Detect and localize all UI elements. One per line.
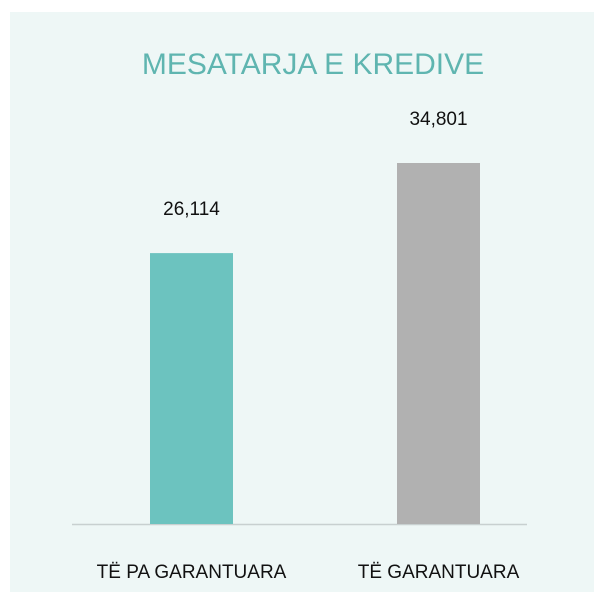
bar [150, 253, 233, 524]
x-tick-label: TË PA GARANTUARA [97, 562, 287, 583]
bar [397, 163, 480, 524]
value-label: 26,114 [163, 199, 220, 220]
x-tick-label: TË GARANTUARA [358, 562, 520, 583]
chart-background [10, 12, 594, 592]
chart-title: MESATARJA E KREDIVE [142, 48, 484, 81]
value-label: 34,801 [409, 109, 467, 130]
